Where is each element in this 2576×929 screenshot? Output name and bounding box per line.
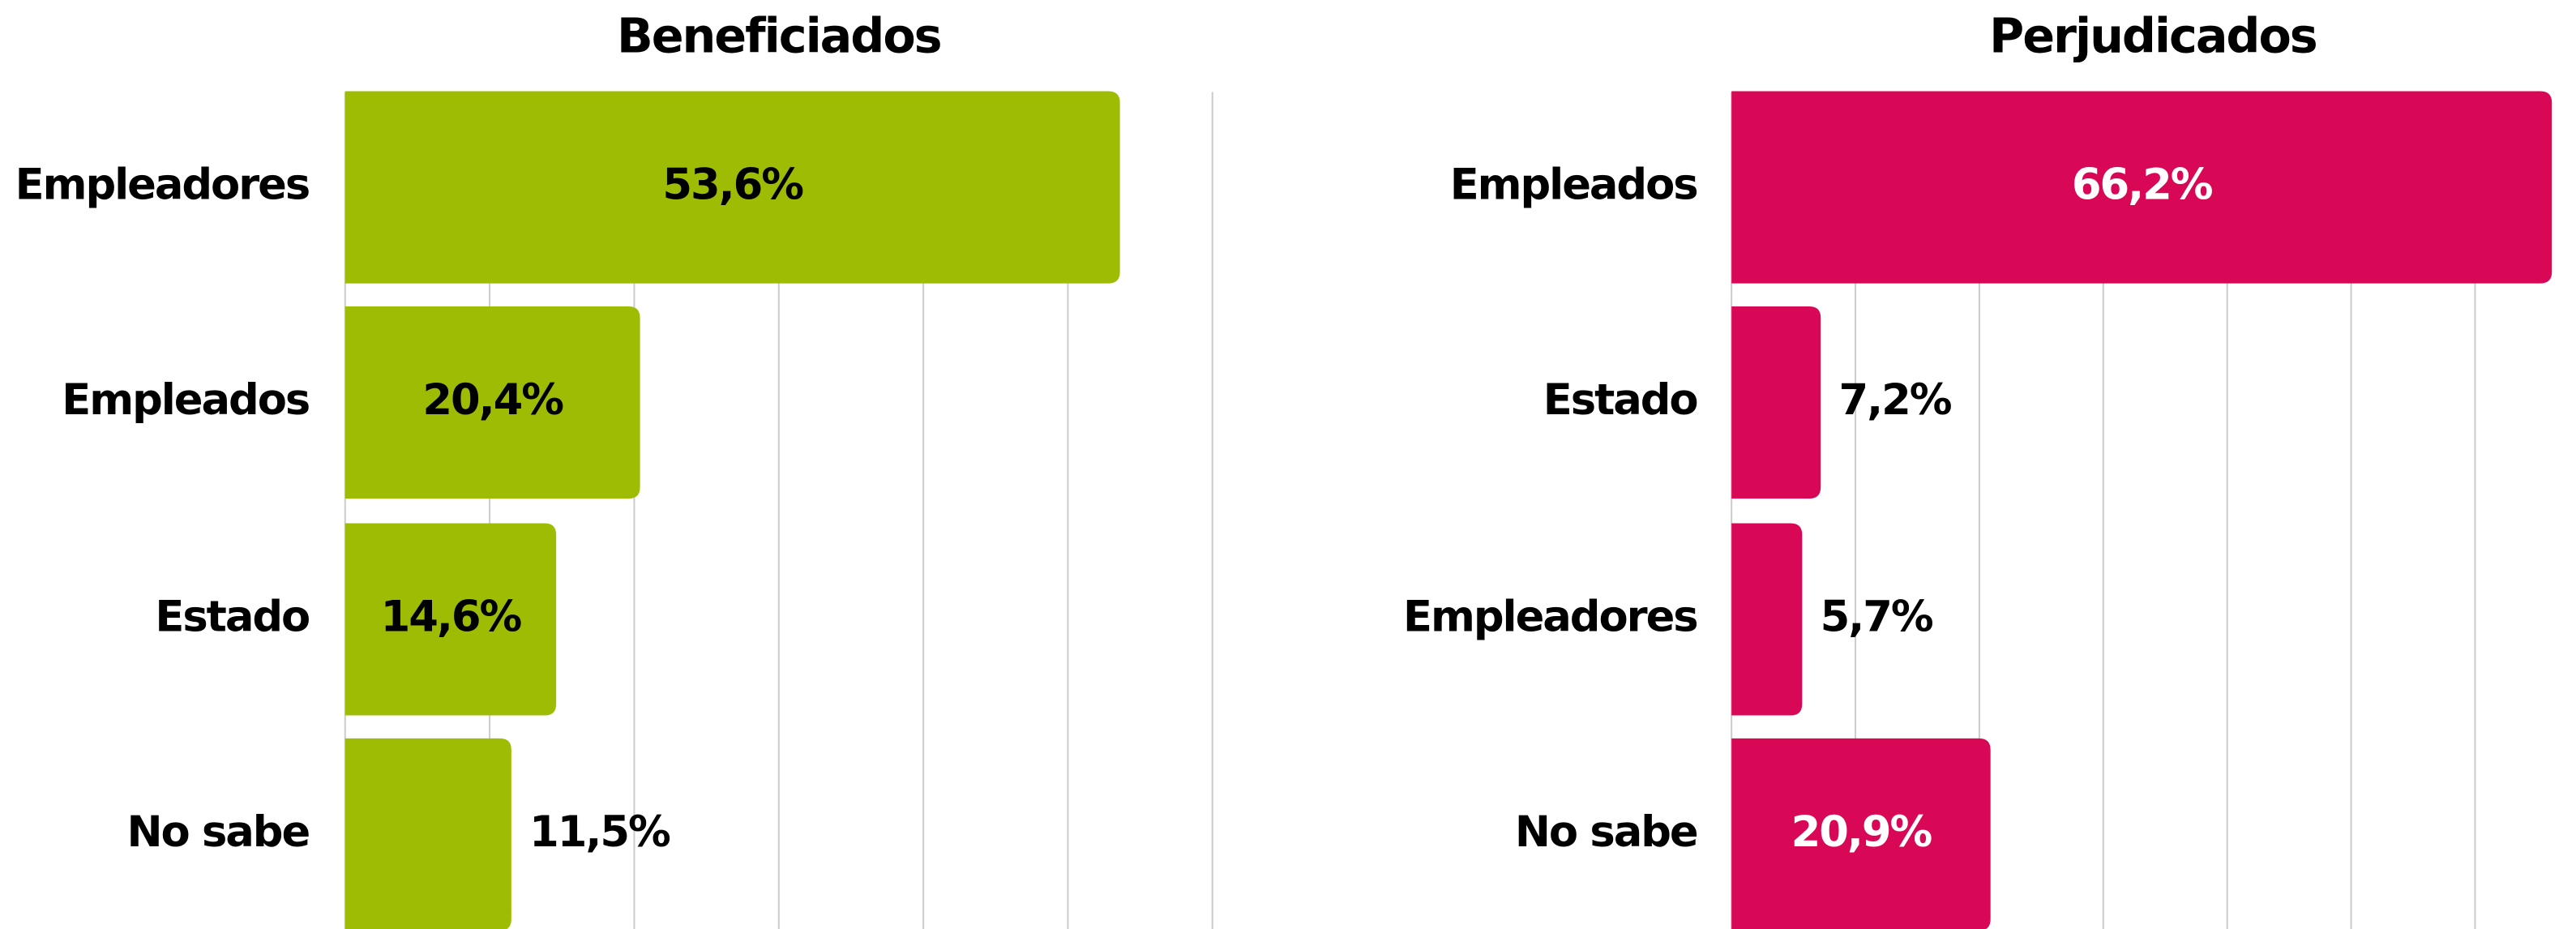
value-label: 14,6% <box>381 593 522 642</box>
value-label: 20,4% <box>422 375 563 425</box>
bar <box>344 91 1120 284</box>
category-label: No sabe <box>1515 807 1697 857</box>
category-label: Empleados <box>1450 161 1697 210</box>
value-label: 5,7% <box>1821 593 1933 642</box>
category-label: No sabe <box>126 807 309 857</box>
bar <box>344 523 557 716</box>
bar <box>1731 523 1803 716</box>
category-label: Estado <box>1543 375 1697 425</box>
chart-title: Perjudicados <box>1989 8 2317 64</box>
value-label: 20,9% <box>1791 807 1932 857</box>
bar <box>344 306 640 499</box>
bar <box>344 738 511 929</box>
category-label: Estado <box>155 593 309 642</box>
value-label: 7,2% <box>1839 375 1952 425</box>
value-label: 11,5% <box>529 807 670 857</box>
chart-title: Beneficiados <box>617 8 941 64</box>
category-label: Empleados <box>62 375 309 425</box>
bar <box>1731 738 1991 929</box>
category-label: Empleadores <box>15 161 310 210</box>
value-label: 53,6% <box>662 161 803 210</box>
bar <box>1731 91 2552 284</box>
bar <box>1731 306 1821 499</box>
value-label: 66,2% <box>2072 161 2213 210</box>
category-label: Empleadores <box>1403 593 1697 642</box>
